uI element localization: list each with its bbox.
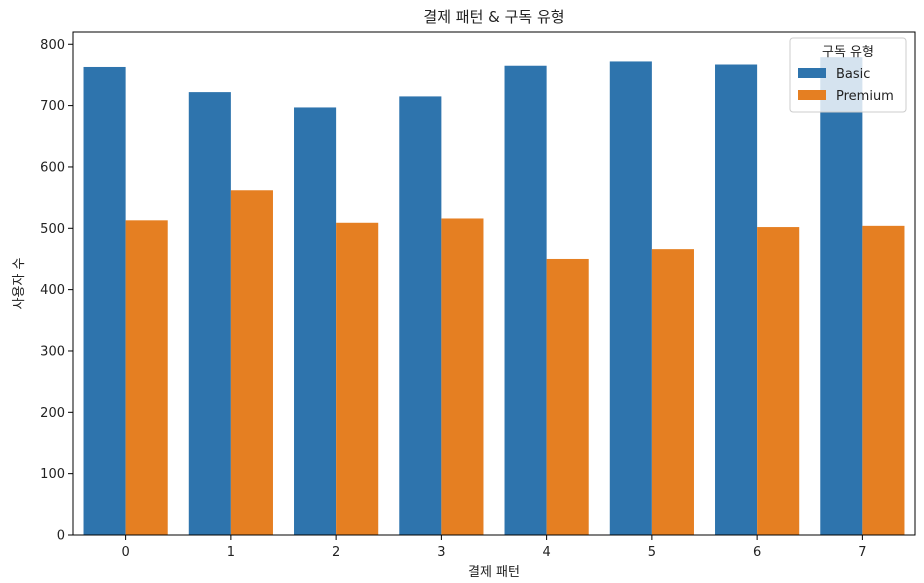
y-tick-label: 700 <box>40 99 65 114</box>
legend-swatch-premium <box>798 90 826 100</box>
bar-basic-5 <box>609 61 652 535</box>
y-tick-label: 500 <box>40 222 65 237</box>
bar-premium-1 <box>230 190 273 535</box>
legend-swatch-basic <box>798 68 826 78</box>
bar-premium-3 <box>441 218 484 536</box>
bar-basic-2 <box>294 107 337 535</box>
x-tick-label: 3 <box>437 545 445 560</box>
bar-premium-0 <box>125 220 168 535</box>
x-axis: 0 1 2 3 4 5 6 7 <box>121 535 867 560</box>
y-tick-label: 200 <box>40 406 65 421</box>
x-tick-label: 2 <box>332 545 340 560</box>
x-tick-label: 0 <box>121 545 129 560</box>
y-tick-label: 800 <box>40 38 65 53</box>
bar-premium-2 <box>336 222 379 535</box>
y-axis: 0 100 200 300 400 500 600 700 800 <box>40 38 73 544</box>
bar-basic-0 <box>83 66 126 536</box>
bar-premium-7 <box>862 225 905 535</box>
x-axis-label: 결제 패턴 <box>468 565 520 580</box>
x-tick-label: 4 <box>542 545 550 560</box>
bar-basic-6 <box>715 64 758 535</box>
x-tick-label: 6 <box>753 545 761 560</box>
x-tick-label: 5 <box>648 545 656 560</box>
y-tick-label: 600 <box>40 160 65 175</box>
y-tick-label: 100 <box>40 467 65 482</box>
y-tick-label: 400 <box>40 283 65 298</box>
legend-label-premium: Premium <box>836 89 894 104</box>
chart-title: 결제 패턴 & 구독 유형 <box>423 8 564 26</box>
legend: 구독 유형 Basic Premium <box>789 37 907 113</box>
legend-title: 구독 유형 <box>822 45 874 60</box>
bar-basic-4 <box>504 65 547 536</box>
x-tick-label: 7 <box>858 545 866 560</box>
y-tick-label: 0 <box>57 529 65 544</box>
x-tick-label: 1 <box>227 545 235 560</box>
bar-basic-3 <box>399 96 442 535</box>
bar-basic-7 <box>820 57 863 536</box>
legend-label-basic: Basic <box>836 67 870 82</box>
bar-premium-5 <box>651 249 694 535</box>
bar-basic-1 <box>188 92 231 536</box>
bar-premium-4 <box>546 258 589 535</box>
y-tick-label: 300 <box>40 344 65 359</box>
bars-group <box>83 57 905 536</box>
y-axis-label: 사용자 수 <box>12 257 27 309</box>
plot-frame <box>72 31 916 536</box>
bar-premium-6 <box>757 227 800 535</box>
